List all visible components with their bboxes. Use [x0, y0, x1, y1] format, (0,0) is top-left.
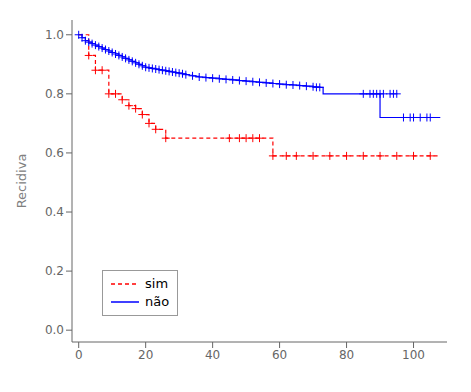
svg-text:80: 80	[339, 348, 354, 362]
svg-text:0.4: 0.4	[45, 205, 64, 219]
svg-text:1.0: 1.0	[45, 28, 64, 42]
svg-text:40: 40	[205, 348, 220, 362]
html-text:sim: sim	[145, 276, 169, 292]
svg-text:20: 20	[138, 348, 153, 362]
html-text:não: não	[145, 294, 170, 310]
svg-text:Recidiva: Recidiva	[14, 154, 29, 209]
svg-text:0.0: 0.0	[45, 323, 64, 337]
svg-text:0.6: 0.6	[45, 146, 64, 160]
svg-text:0.2: 0.2	[45, 264, 64, 278]
svg-text:0: 0	[75, 348, 83, 362]
svg-text:0.8: 0.8	[45, 87, 64, 101]
svg-text:60: 60	[272, 348, 287, 362]
svg-text:100: 100	[402, 348, 425, 362]
